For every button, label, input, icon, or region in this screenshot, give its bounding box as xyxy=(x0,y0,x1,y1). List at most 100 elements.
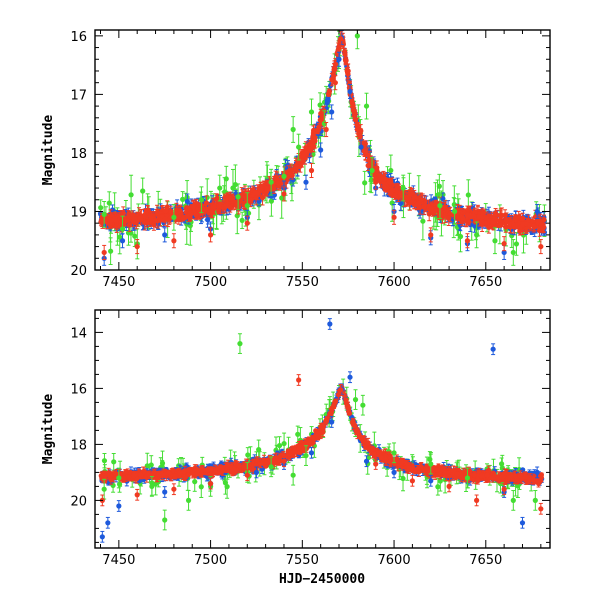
panel-bottom-red-point xyxy=(343,395,349,405)
panel-top-blue-data-point xyxy=(358,139,364,155)
panel-bottom-green-point xyxy=(111,452,117,471)
panel-top-red-point xyxy=(127,218,133,232)
panel-bottom-red-point xyxy=(499,472,505,482)
panel-top-red-data-point xyxy=(373,174,379,190)
panel-bottom-x-tick-label: 7600 xyxy=(378,553,411,568)
panel-bottom-green-data-point xyxy=(391,442,397,464)
panel-top-x-tick-label: 7550 xyxy=(286,275,319,290)
panel-bottom-red-point xyxy=(271,455,278,465)
panel-top-green-data-point xyxy=(268,168,274,196)
panel-bottom-red-point xyxy=(241,464,247,471)
panel-top-green-data-point xyxy=(171,203,177,231)
panel-bottom-red-point xyxy=(301,440,307,451)
panel-top-green-data-point xyxy=(400,174,406,202)
panel-top-red-data-point xyxy=(428,227,434,243)
panel-bottom-red-point xyxy=(406,465,413,471)
panel-top-red-point xyxy=(202,205,208,214)
panel-top-green-data-point xyxy=(363,92,370,120)
panel-bottom-red-point xyxy=(345,405,352,412)
panel-top-x-tick-label: 7500 xyxy=(194,275,227,290)
panel-top-red-data-point xyxy=(538,239,544,255)
panel-bottom-red-point xyxy=(512,470,518,482)
panel-bottom-red-point xyxy=(165,470,171,476)
panel-top-red-point xyxy=(137,210,144,226)
panel-top-red-data-point xyxy=(101,244,107,260)
panel-bottom-green-data-point xyxy=(116,467,122,489)
panel-bottom-red-data-point xyxy=(354,427,360,440)
panel-top-red-point xyxy=(503,214,509,227)
panel-bottom-red-point xyxy=(323,417,329,426)
panel-top-red-point xyxy=(492,207,499,219)
panel-top-red-data-point xyxy=(207,227,214,243)
panel-bottom-red-point xyxy=(204,467,210,473)
panel-bottom-ticks: 7450 7500 7550 7600 7650 14 16 18 20 xyxy=(70,310,550,568)
panel-top-ticks: 7450 7500 7550 7600 7650 16 17 18 19 20 xyxy=(70,30,550,290)
panel-top-red-point xyxy=(387,189,394,197)
panel-top-red-point xyxy=(446,210,452,226)
panel-top-green-data-point xyxy=(369,157,375,184)
panel-bottom-red-point xyxy=(378,453,384,462)
panel-top-red-point xyxy=(343,56,349,66)
panel-bottom-red-point xyxy=(185,467,192,473)
panel-bottom-green-data-point xyxy=(290,464,296,486)
panel-bottom-x-tick-label: 7650 xyxy=(469,553,502,568)
panel-top-green-data-point xyxy=(101,201,107,228)
panel-bottom-red-point xyxy=(306,436,312,448)
panel-top-red-point xyxy=(396,183,402,193)
panel-top-red-data-point xyxy=(501,236,507,252)
panel-top-red-point xyxy=(421,198,427,215)
panel-top-red-point xyxy=(357,132,363,142)
panel-top-red-point xyxy=(362,144,368,157)
panel-bottom-red-point xyxy=(172,473,178,480)
panel-top-red-point xyxy=(479,217,485,227)
panel-top-x-tick-label: 7450 xyxy=(102,275,135,290)
panel-bottom-green-data-point xyxy=(360,394,366,416)
panel-top-red-point xyxy=(148,213,155,222)
panel-bottom-y-tick-label: 16 xyxy=(70,382,87,397)
panel-bottom-green-data-point xyxy=(510,490,516,511)
panel-top-red-point xyxy=(381,172,388,187)
panel-top-red-point xyxy=(129,210,135,220)
panel-bottom-red-point xyxy=(146,471,152,478)
panel-bottom-red-data-point xyxy=(409,474,415,487)
panel-bottom-red-point xyxy=(193,464,199,474)
panel-top-red-point xyxy=(152,214,158,228)
panel-bottom-x-tick-label: 7500 xyxy=(194,553,227,568)
panel-bottom-red-point xyxy=(106,467,112,479)
panel-top-red-point xyxy=(310,131,316,141)
panel-top-red-data-point xyxy=(391,209,397,225)
panel-bottom-x-tick-label: 7450 xyxy=(102,553,135,568)
x-axis-label: HJD−2450000 xyxy=(279,572,365,587)
panel-bottom-green-data-point xyxy=(464,467,471,489)
panel-top-green-point xyxy=(513,232,520,256)
panel-bottom-red-point xyxy=(121,474,127,483)
panel-bottom-green-point xyxy=(245,447,251,463)
panel-bottom-red-point xyxy=(382,457,389,463)
panel-top-red-data-point xyxy=(464,233,471,249)
panel-top: 7450 7500 7550 7600 7650 16 17 18 19 20 Magnitude xyxy=(41,29,551,290)
panel-bottom-blue-data-point xyxy=(105,516,111,529)
panel-top-representative-points xyxy=(101,30,544,266)
panel-top-red-point xyxy=(230,196,236,205)
panel-bottom-red-point xyxy=(332,399,338,405)
panel-bottom-blue-data-point xyxy=(162,486,168,498)
panel-top-red-point xyxy=(223,199,229,214)
panel-bottom-red-data-point xyxy=(296,374,302,386)
panel-bottom-red-point xyxy=(369,445,376,451)
panel-top-red-point xyxy=(112,212,118,227)
panel-bottom-red-point xyxy=(285,451,291,461)
panel-top-red-point xyxy=(208,203,215,219)
panel-bottom-blue-data-point xyxy=(519,516,526,529)
panel-top-red-data-point xyxy=(338,31,344,47)
panel-top-red-point xyxy=(441,202,447,212)
panel-top-red-point xyxy=(406,190,412,203)
panel-top-red-point xyxy=(351,107,357,118)
panel-bottom-red-point xyxy=(484,470,490,480)
panel-top-red-point xyxy=(392,191,398,200)
panel-bottom-red-point xyxy=(471,471,477,479)
panel-top-red-point xyxy=(212,202,218,211)
panel-bottom-red-point xyxy=(454,468,460,480)
panel-top-red-data-point xyxy=(332,75,338,91)
panel-top-green-data-point xyxy=(217,174,223,202)
panel-bottom-red-point xyxy=(531,475,537,484)
